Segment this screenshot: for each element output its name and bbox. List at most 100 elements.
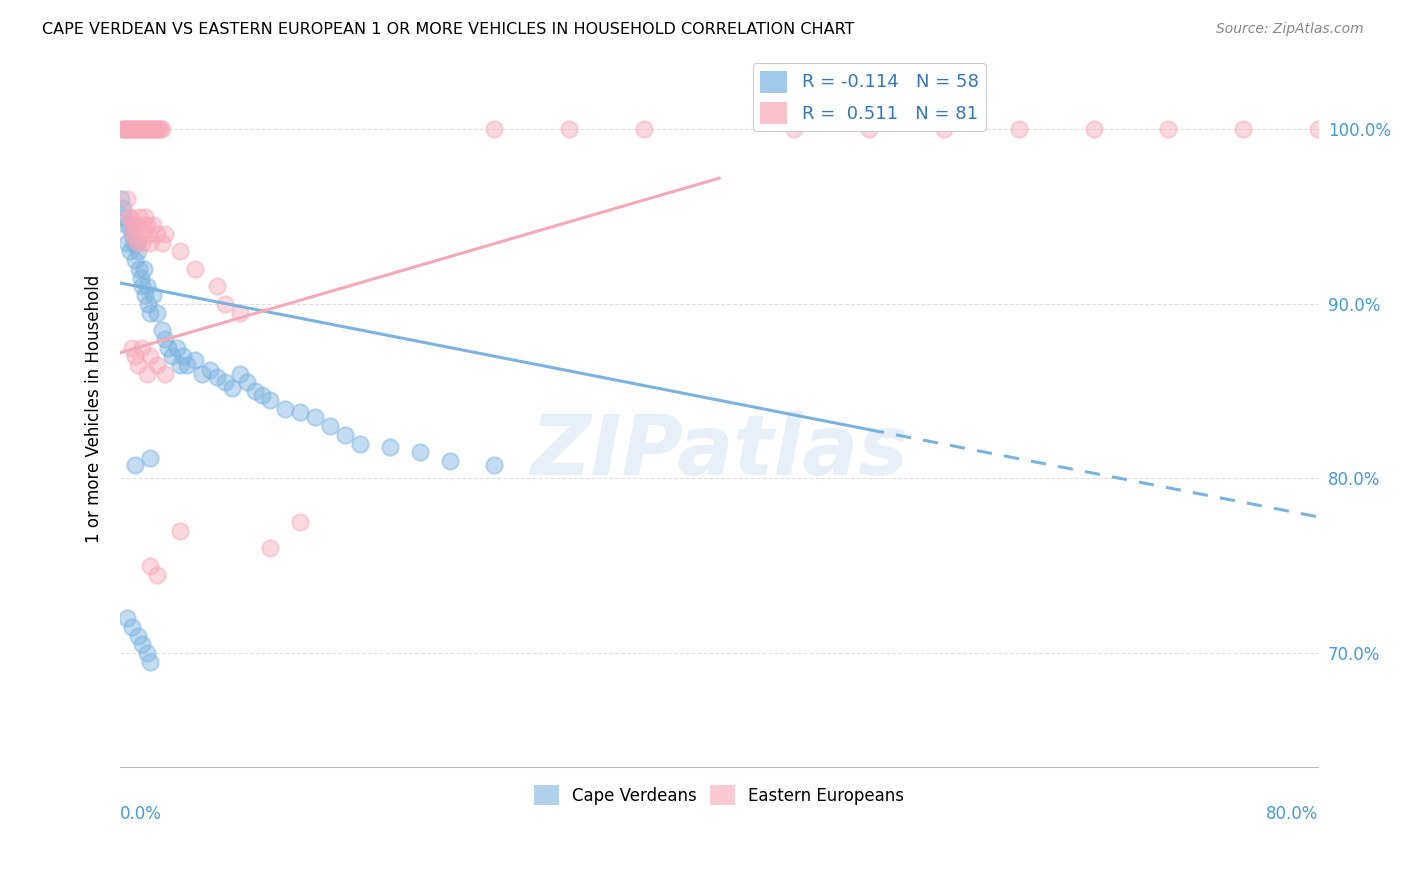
Point xyxy=(121,122,143,136)
Point xyxy=(146,227,169,241)
Point xyxy=(288,405,311,419)
Point xyxy=(117,192,139,206)
Point xyxy=(127,122,149,136)
Point xyxy=(117,122,139,136)
Point xyxy=(156,341,179,355)
Point xyxy=(153,227,176,241)
Point xyxy=(136,646,159,660)
Point xyxy=(132,122,155,136)
Point xyxy=(221,381,243,395)
Point xyxy=(252,387,274,401)
Point xyxy=(142,122,165,136)
Point xyxy=(1308,122,1330,136)
Point xyxy=(304,410,326,425)
Point xyxy=(139,122,162,136)
Point xyxy=(1232,122,1254,136)
Point xyxy=(259,392,281,407)
Point xyxy=(128,210,150,224)
Point xyxy=(139,305,162,319)
Point xyxy=(1083,122,1105,136)
Point xyxy=(243,384,266,399)
Point xyxy=(127,244,149,259)
Point xyxy=(274,401,297,416)
Point xyxy=(131,341,153,355)
Point xyxy=(139,558,162,573)
Point xyxy=(138,122,160,136)
Point xyxy=(139,655,162,669)
Point xyxy=(259,541,281,556)
Point xyxy=(139,450,162,465)
Point xyxy=(138,297,160,311)
Point xyxy=(129,270,152,285)
Point xyxy=(110,122,132,136)
Point xyxy=(120,244,142,259)
Point xyxy=(131,235,153,250)
Point xyxy=(176,358,198,372)
Point xyxy=(439,454,461,468)
Point xyxy=(129,227,152,241)
Point xyxy=(124,253,146,268)
Point xyxy=(146,122,169,136)
Point xyxy=(124,122,146,136)
Point xyxy=(169,244,191,259)
Point xyxy=(191,367,214,381)
Point xyxy=(132,262,155,277)
Point xyxy=(121,341,143,355)
Point xyxy=(115,219,138,233)
Point xyxy=(169,358,191,372)
Point xyxy=(288,515,311,529)
Point xyxy=(146,358,169,372)
Point xyxy=(145,122,167,136)
Point xyxy=(134,122,156,136)
Point xyxy=(858,122,880,136)
Point xyxy=(148,122,170,136)
Point xyxy=(207,370,229,384)
Point xyxy=(229,367,252,381)
Point xyxy=(318,419,340,434)
Y-axis label: 1 or more Vehicles in Household: 1 or more Vehicles in Household xyxy=(86,275,103,542)
Point xyxy=(131,637,153,651)
Point xyxy=(484,458,506,472)
Point xyxy=(125,219,148,233)
Point xyxy=(408,445,430,459)
Point xyxy=(131,279,153,293)
Point xyxy=(162,349,184,363)
Text: 80.0%: 80.0% xyxy=(1265,805,1319,823)
Point xyxy=(122,122,145,136)
Point xyxy=(146,305,169,319)
Point xyxy=(132,219,155,233)
Point xyxy=(134,210,156,224)
Point xyxy=(150,122,173,136)
Point xyxy=(121,227,143,241)
Point xyxy=(115,122,138,136)
Point xyxy=(207,279,229,293)
Point xyxy=(149,122,172,136)
Point xyxy=(136,219,159,233)
Point xyxy=(110,192,132,206)
Point xyxy=(153,367,176,381)
Point xyxy=(169,524,191,538)
Point xyxy=(131,122,153,136)
Point xyxy=(139,235,162,250)
Point xyxy=(229,305,252,319)
Point xyxy=(1157,122,1180,136)
Point xyxy=(184,352,207,367)
Text: 0.0%: 0.0% xyxy=(120,805,162,823)
Point xyxy=(111,201,134,215)
Point xyxy=(143,122,166,136)
Point xyxy=(153,332,176,346)
Point xyxy=(150,323,173,337)
Point xyxy=(128,262,150,277)
Point xyxy=(333,427,356,442)
Point xyxy=(141,122,163,136)
Point xyxy=(120,210,142,224)
Point xyxy=(1008,122,1031,136)
Point xyxy=(129,122,152,136)
Point xyxy=(136,367,159,381)
Point xyxy=(378,440,401,454)
Point xyxy=(198,363,221,377)
Legend: Cape Verdeans, Eastern Europeans: Cape Verdeans, Eastern Europeans xyxy=(527,779,911,812)
Point xyxy=(166,341,188,355)
Point xyxy=(558,122,581,136)
Point xyxy=(118,122,141,136)
